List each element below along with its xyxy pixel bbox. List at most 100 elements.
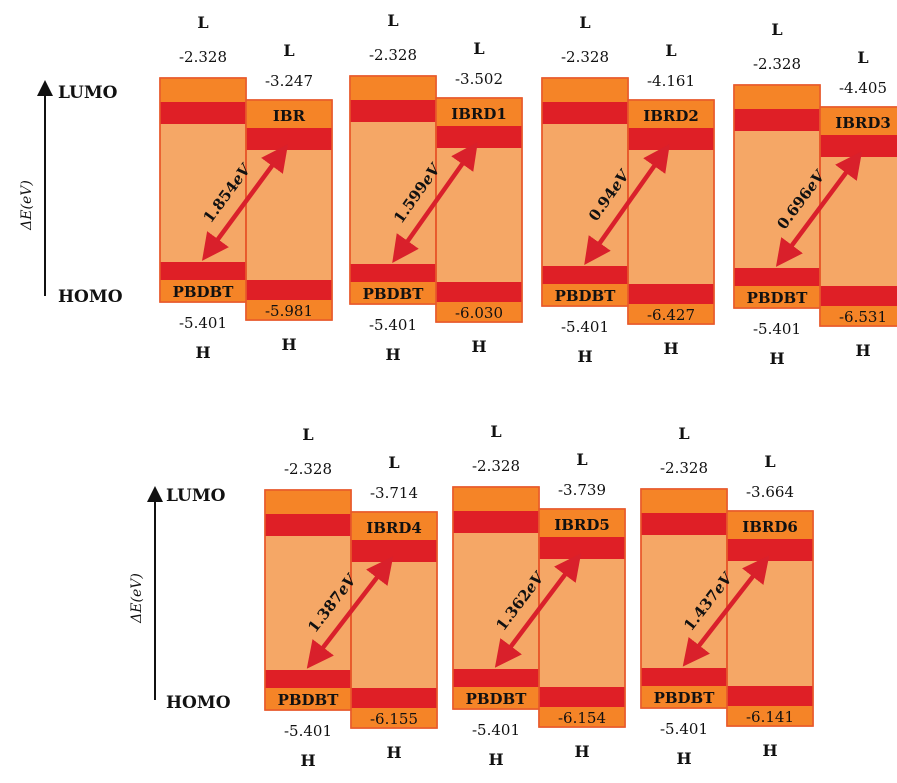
donor-homo-band-light (160, 280, 246, 302)
acceptor-lumo-tag: L (388, 453, 399, 472)
donor-lumo-band-light (160, 78, 246, 102)
homo-label: HOMO (166, 693, 231, 713)
donor-homo-value: -5.401 (179, 314, 227, 332)
donor-lumo-band-light (542, 78, 628, 102)
acceptor-lumo-band-light (628, 100, 714, 128)
donor-homo-band-dark (734, 268, 820, 286)
donor-homo-value: -5.401 (561, 318, 609, 336)
lumo-label: LUMO (166, 486, 226, 506)
donor-lumo-band-dark (641, 513, 727, 535)
gap-arrow (682, 555, 770, 667)
acceptor-homo-tag: H (663, 339, 678, 358)
acceptor-lumo-band-light (820, 107, 897, 135)
donor-homo-tag: H (676, 749, 691, 768)
axis-row-2: LUMO HOMO ΔE(eV) (129, 486, 231, 713)
donor-name: PBDBT (747, 289, 809, 307)
donor-lumo-band-light (265, 490, 351, 514)
acceptor-homo-value: -6.427 (647, 306, 695, 324)
donor-homo-band-light (542, 284, 628, 306)
donor-name: PBDBT (363, 285, 425, 303)
acceptor-homo-tag: H (762, 741, 777, 760)
acceptor-lumo-band-light (539, 509, 625, 537)
acceptor-lumo-tag: L (857, 48, 868, 67)
donor-homo-band-dark (542, 266, 628, 284)
donor-lumo-value: -2.328 (561, 48, 609, 66)
donor-lumo-band-light (734, 85, 820, 109)
acceptor-homo-band-dark (351, 688, 437, 708)
donor-homo-band-dark (265, 670, 351, 688)
acceptor-homo-band-light (820, 306, 897, 326)
donor-homo-tag: H (769, 349, 784, 368)
acceptor-homo-band-dark (246, 280, 332, 300)
donor-homo-tag: H (195, 343, 210, 362)
gap-arrow (494, 553, 582, 668)
axis-title: ΔE(eV) (129, 573, 145, 624)
acceptor-lumo-value: -3.664 (746, 483, 794, 501)
acceptor-homo-band-light (246, 300, 332, 320)
donor-homo-value: -5.401 (369, 316, 417, 334)
acceptor-lumo-band-dark (436, 126, 522, 148)
acceptor-homo-value: -6.141 (746, 708, 794, 726)
acceptor-name: IBRD6 (742, 518, 798, 536)
gap-arrow (392, 141, 478, 264)
donor-lumo-value: -2.328 (660, 459, 708, 477)
donor-lumo-band-dark (265, 514, 351, 536)
acceptor-name: IBR (273, 107, 306, 125)
donor-lumo-tag: L (678, 424, 689, 443)
donor-lumo-tag: L (490, 422, 501, 441)
acceptor-homo-value: -6.154 (558, 709, 606, 727)
donor-lumo-band-light (641, 489, 727, 513)
acceptor-name: IBRD3 (835, 114, 891, 132)
acceptor-homo-band-light (351, 708, 437, 728)
acceptor-homo-tag: H (386, 743, 401, 762)
lumo-label: LUMO (58, 83, 118, 103)
acceptor-lumo-tag: L (576, 450, 587, 469)
acceptor-lumo-value: -4.405 (839, 79, 887, 97)
acceptor-lumo-value: -3.714 (370, 484, 418, 502)
acceptor-homo-band-light (539, 707, 625, 727)
acceptor-lumo-band-light (246, 100, 332, 128)
acceptor-homo-tag: H (281, 335, 296, 354)
donor-homo-value: -5.401 (753, 320, 801, 338)
donor-lumo-tag: L (771, 20, 782, 39)
donor-lumo-tag: L (387, 11, 398, 30)
donor-lumo-band-dark (453, 511, 539, 533)
acceptor-name: IBRD5 (554, 516, 610, 534)
acceptor-homo-band-light (436, 302, 522, 322)
donor-homo-tag: H (577, 347, 592, 366)
donor-homo-band-light (641, 686, 727, 708)
donor-lumo-value: -2.328 (284, 460, 332, 478)
acceptor-lumo-band-dark (820, 135, 897, 157)
donor-name: PBDBT (654, 689, 716, 707)
donor-homo-band-light (350, 282, 436, 304)
acceptor-lumo-value: -4.161 (647, 72, 695, 90)
acceptor-lumo-tag: L (283, 41, 294, 60)
acceptor-homo-tag: H (574, 742, 589, 761)
homo-label: HOMO (58, 287, 123, 307)
gap-arrow (584, 143, 670, 266)
donor-homo-value: -5.401 (472, 721, 520, 739)
donor-homo-tag: H (300, 751, 315, 770)
acceptor-homo-band-light (628, 304, 714, 324)
donor-homo-value: -5.401 (660, 720, 708, 738)
donor-lumo-tag: L (197, 13, 208, 32)
acceptor-lumo-value: -3.502 (455, 70, 503, 88)
gap-arrow (201, 144, 289, 261)
donor-lumo-value: -2.328 (753, 55, 801, 73)
acceptor-homo-value: -6.030 (455, 304, 503, 322)
donor-homo-band-dark (453, 669, 539, 687)
acceptor-homo-value: -6.531 (839, 308, 887, 326)
donor-lumo-band-dark (350, 100, 436, 122)
donor-lumo-band-light (453, 487, 539, 511)
axis-row-1: LUMO HOMO ΔE(eV) (19, 80, 123, 307)
donor-lumo-band-dark (160, 102, 246, 124)
acceptor-lumo-band-light (727, 511, 813, 539)
acceptor-homo-value: -6.155 (370, 710, 418, 728)
acceptor-lumo-tag: L (764, 452, 775, 471)
